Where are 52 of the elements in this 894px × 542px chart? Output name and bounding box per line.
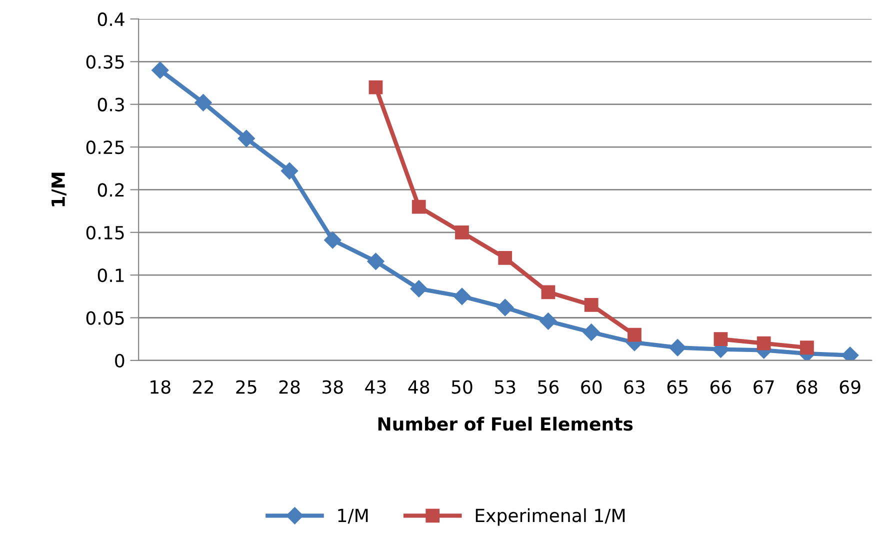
legend-label: Experimenal 1/M [476,508,625,526]
x-tick-label: 48 [408,380,430,394]
x-tick-label: 22 [193,380,213,394]
point [669,339,686,356]
x-tick-label: 69 [840,380,860,394]
x-tick-label: 28 [279,380,300,394]
x-tick-label: 63 [624,380,645,394]
y-tick-label: 0.05 [86,311,124,325]
point [498,251,512,265]
x-tick-label: 38 [322,380,343,394]
y-tick-label: 0.35 [86,55,124,69]
y-tick-label: 0.3 [98,98,124,112]
point [238,130,255,148]
x-tick-label: 67 [754,380,774,394]
y-tick-label: 0 [115,354,124,368]
x-tick-label: 43 [365,380,386,394]
y-tick-label: 0.15 [86,226,124,240]
point [368,80,383,94]
point [280,162,298,180]
point [582,324,600,341]
x-tick-label: 25 [236,380,256,394]
point [540,312,557,330]
point [194,94,212,112]
x-tick-label: 68 [796,380,818,394]
x-tick-label: 50 [452,380,472,394]
point [412,200,426,214]
point [584,298,598,312]
x-tick-label: 60 [581,380,602,394]
point [324,232,342,249]
point [628,328,642,342]
x-tick-label: 56 [538,380,559,394]
point [152,62,169,79]
y-axis-title: 1/M [52,172,66,206]
point [496,298,514,316]
x-tick-label: 18 [150,380,170,394]
point [756,336,771,350]
x-tick-label: 66 [710,380,732,394]
point [453,288,471,305]
y-tick-label: 0.25 [86,140,124,154]
legend-label: 1/M [338,508,368,524]
x-tick-label: 65 [667,380,688,394]
point [410,280,428,298]
y-tick-label: 0.1 [98,268,124,282]
x-axis-title: Number of Fuel Elements [378,416,633,431]
point [800,340,814,355]
point [541,285,556,300]
x-tick-label: 53 [495,380,516,394]
y-tick-label: 0.2 [98,183,124,197]
point [367,252,384,270]
y-tick-label: 0.4 [98,12,124,26]
point [714,332,728,346]
point [455,225,469,240]
